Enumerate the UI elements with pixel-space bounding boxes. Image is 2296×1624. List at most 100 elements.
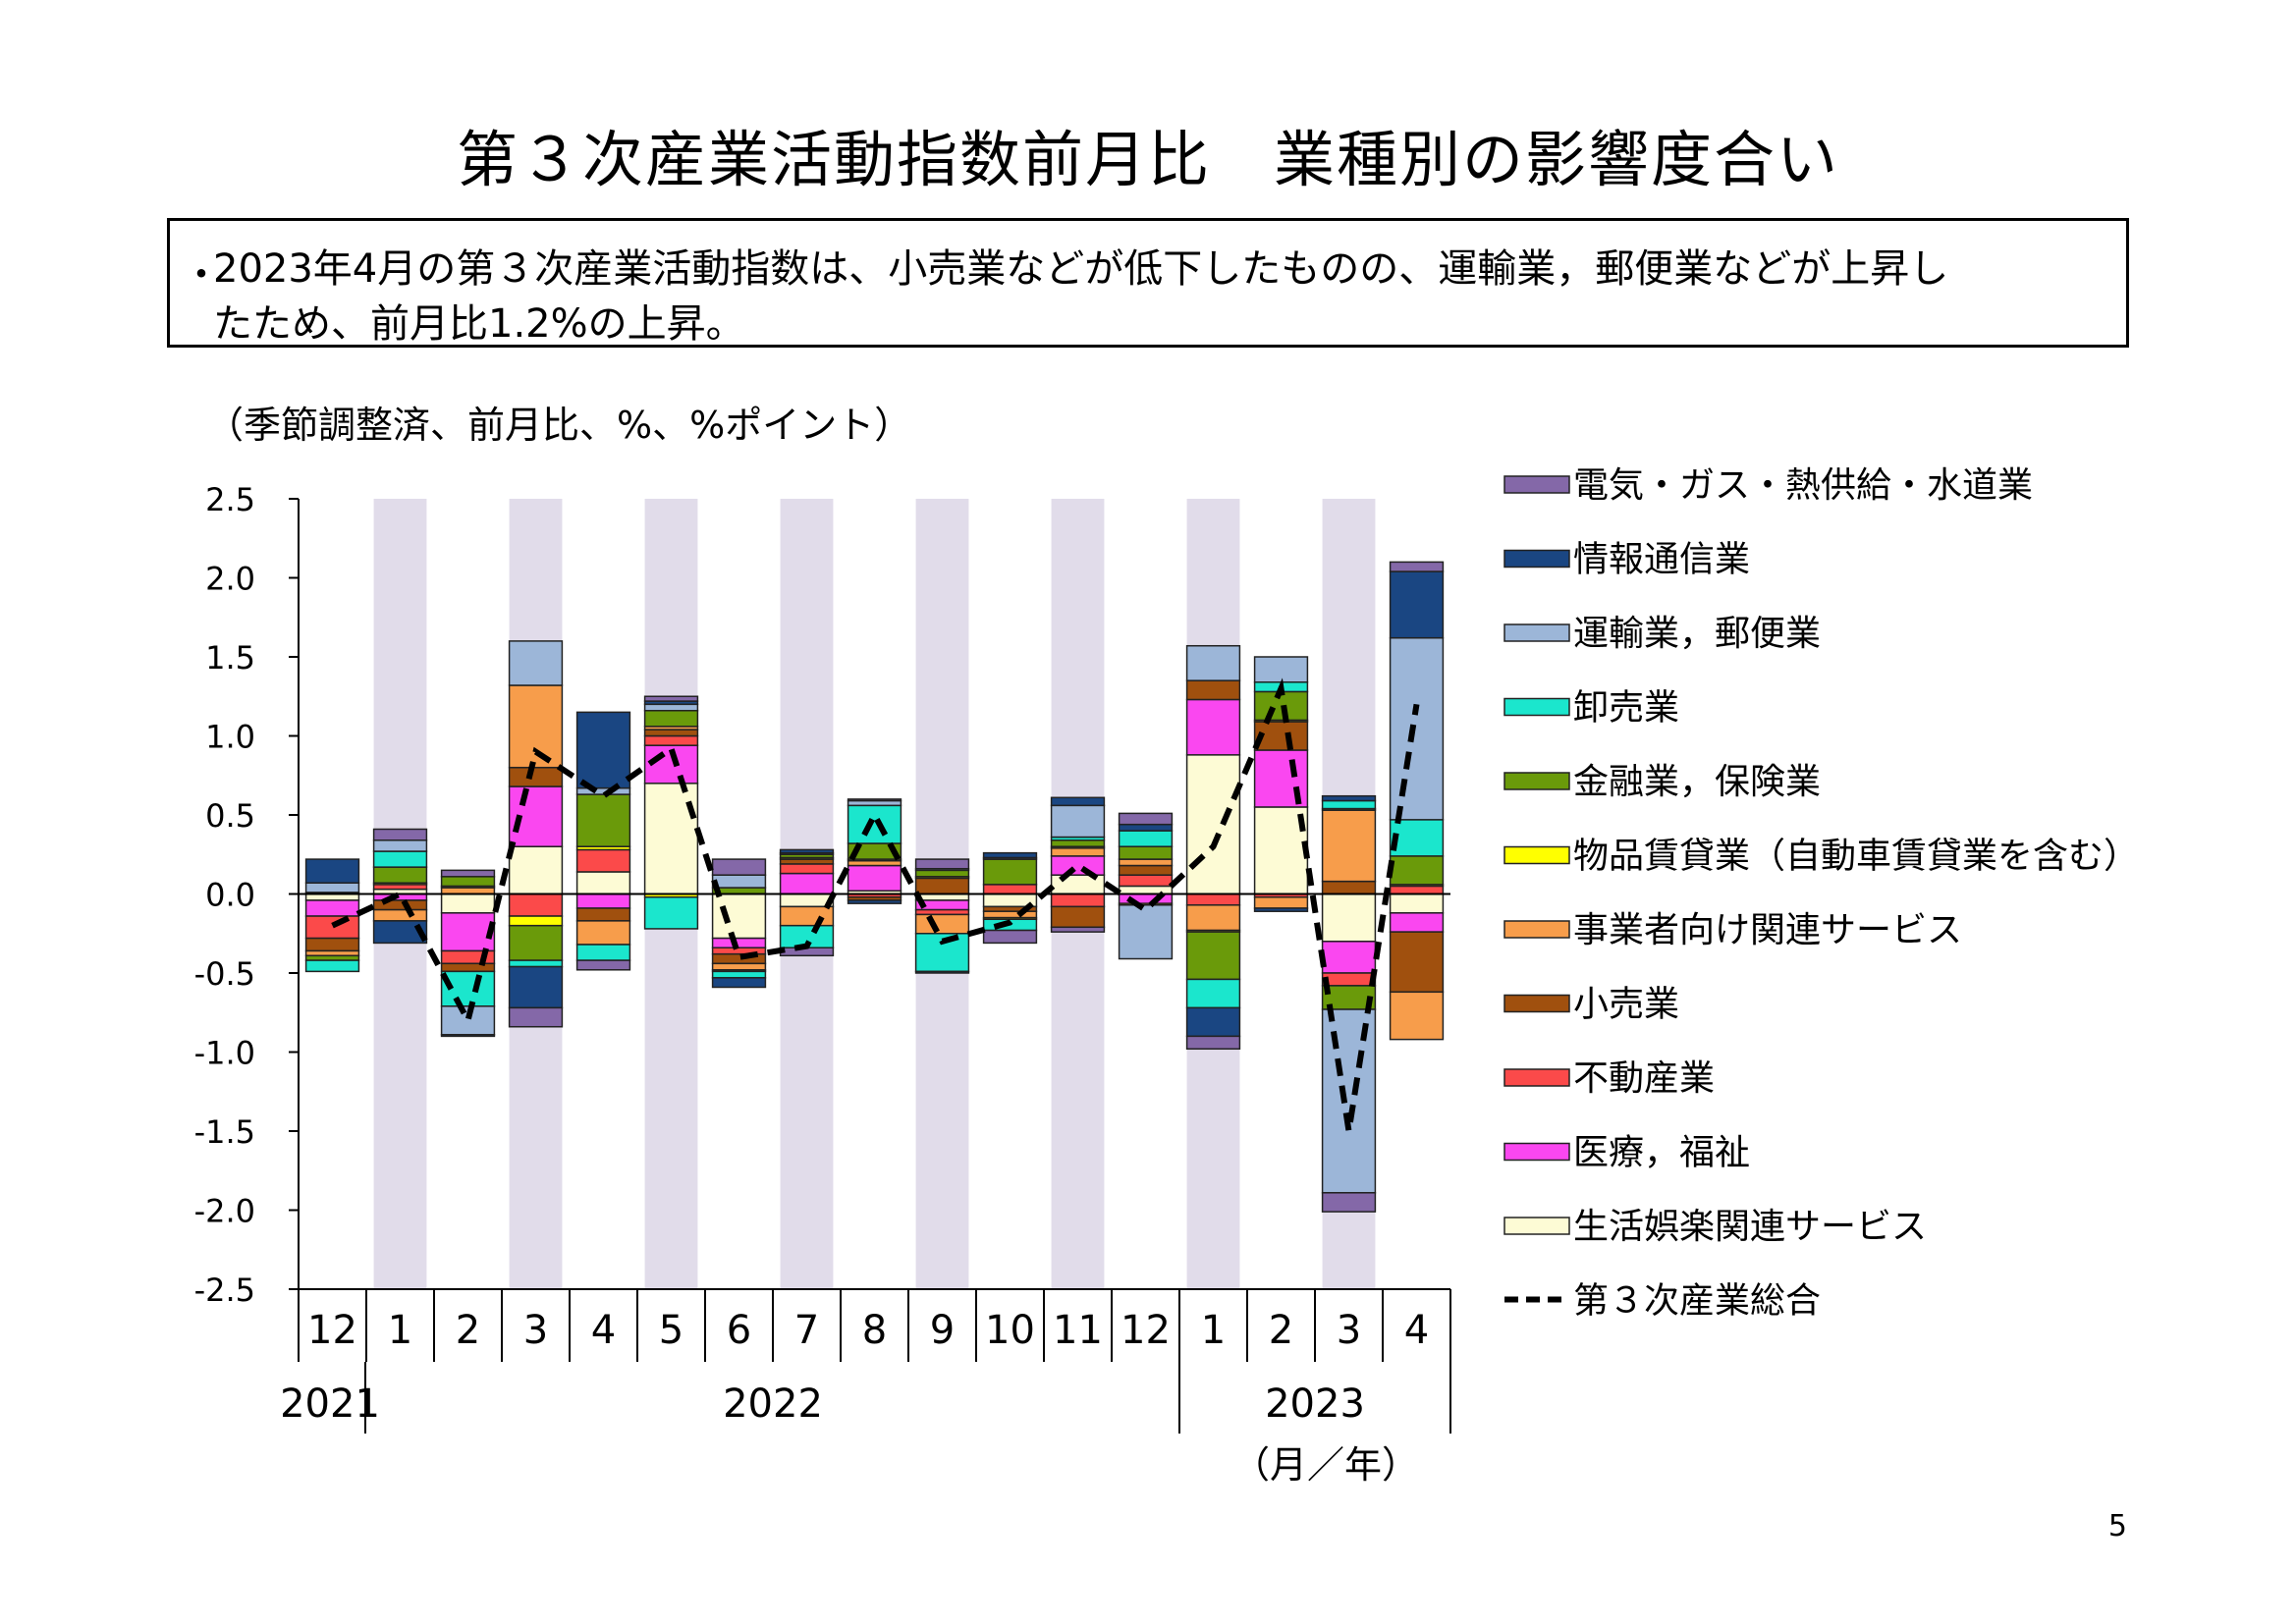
y-tick-label: -0.5	[194, 955, 255, 993]
bar-segment	[1321, 1192, 1377, 1213]
bar-segment	[643, 783, 699, 895]
bar-segment	[1389, 893, 1445, 914]
bar-segment	[1389, 912, 1445, 933]
bar-segment	[508, 915, 564, 927]
legend-label: 生活娯楽関連サービス	[1573, 1207, 1927, 1247]
x-tick-label: 12	[307, 1308, 357, 1353]
bar-segment	[847, 798, 902, 802]
bar-segment	[1321, 880, 1377, 895]
bar-segment	[508, 766, 564, 787]
page-number: 5	[2107, 1509, 2127, 1543]
x-tick-label: 3	[1337, 1308, 1361, 1353]
bar-segment	[914, 877, 970, 895]
legend-label: 電気・ガス・熱供給・水道業	[1573, 465, 2033, 506]
bar-segment	[1118, 864, 1174, 876]
legend-label: 金融業，保険業	[1573, 762, 1821, 802]
bar-segment	[914, 970, 970, 974]
year-label: 2021	[280, 1381, 380, 1427]
bar-segment	[711, 970, 767, 979]
bar-segment	[1185, 904, 1241, 932]
bar-segment	[440, 876, 496, 888]
bar-segment	[1321, 809, 1377, 883]
summary-bullet: ・	[182, 252, 221, 298]
bar-segment	[1050, 804, 1106, 839]
bar-segment	[1185, 1035, 1241, 1051]
bar-segment	[304, 858, 360, 884]
bar-segment	[982, 910, 1038, 919]
bar-segment	[372, 828, 428, 841]
bar-segment	[643, 709, 699, 728]
legend-label: 卸売業	[1573, 688, 1679, 729]
bar-segment	[1321, 794, 1377, 802]
bar-segment	[440, 912, 496, 952]
bar-segment	[1185, 644, 1241, 681]
bar-segment	[508, 965, 564, 1009]
x-tick-label: 2	[1269, 1308, 1293, 1353]
year-label: 2023	[1265, 1381, 1365, 1427]
bar-segment	[575, 848, 631, 873]
total-index-line	[331, 677, 1420, 1132]
legend-label: 小売業	[1573, 985, 1679, 1025]
legend-label: 第３次産業総合	[1573, 1281, 1821, 1322]
bar-segment	[1185, 754, 1241, 895]
bar-segment	[1389, 636, 1445, 821]
bar-segment	[440, 869, 496, 878]
legend-label: 物品賃貸業（自動車賃貸業を含む）	[1573, 837, 2139, 877]
unit-note: （季節調整済、前月比、%、%ポイント）	[206, 404, 911, 447]
bar-segment	[982, 858, 1038, 886]
x-tick-label: 8	[862, 1308, 887, 1353]
y-tick-label: 2.0	[205, 561, 255, 598]
bar-segment	[643, 703, 699, 712]
bar-segment	[1185, 931, 1241, 981]
bar-segment	[1389, 561, 1445, 572]
bar-segment	[575, 711, 631, 789]
bar-segment	[304, 882, 360, 893]
bar-segment	[1185, 1006, 1241, 1038]
bar-segment	[711, 962, 767, 971]
bar-segment	[1321, 941, 1377, 974]
bar-segment	[1050, 796, 1106, 807]
summary-line-2: たため、前月比1.2%の上昇。	[213, 301, 745, 347]
bar-segment	[847, 864, 902, 893]
bar-segment	[643, 734, 699, 746]
bar-segment	[1050, 839, 1106, 847]
y-tick-label: 1.5	[205, 639, 255, 677]
bar-segment	[1118, 885, 1174, 895]
bar-segment	[508, 959, 564, 968]
x-tick-label: 6	[727, 1308, 751, 1353]
legend-label: 医療，福祉	[1573, 1133, 1750, 1173]
y-tick-label: -1.0	[194, 1035, 255, 1072]
bar-segment	[1389, 570, 1445, 639]
legend-swatch	[1503, 475, 1570, 494]
bar-segment	[1118, 823, 1174, 832]
bar-segment	[779, 863, 835, 875]
bar-segment	[372, 866, 428, 884]
legend-label: 運輸業，郵便業	[1573, 614, 1821, 654]
legend-swatch	[1503, 845, 1570, 865]
bar-segment	[1118, 874, 1174, 888]
bar-segment	[914, 869, 970, 878]
summary-box: ・ 2023年4月の第３次産業活動指数は、小売業などが低下したものの、運輸業，郵…	[167, 218, 2129, 348]
legend-swatch	[1503, 623, 1570, 642]
y-tick-label: -2.5	[194, 1272, 255, 1309]
legend-swatch	[1503, 549, 1570, 568]
bar-segment	[1118, 845, 1174, 860]
bar-segment	[372, 839, 428, 852]
bar-segment	[508, 640, 564, 686]
x-tick-label: 12	[1121, 1308, 1171, 1353]
page-title: 第３次産業活動指数前月比 業種別の影響度合い	[456, 124, 1839, 195]
x-tick-label: 11	[1053, 1308, 1103, 1353]
bar-segment	[440, 893, 496, 914]
legend-swatch	[1503, 920, 1570, 939]
y-tick-label: -2.0	[194, 1193, 255, 1230]
bar-segment	[1050, 905, 1106, 929]
x-tick-label: 7	[794, 1308, 819, 1353]
bar-segment	[1321, 893, 1377, 943]
bar-segment	[304, 959, 360, 973]
bar-segment	[711, 874, 767, 889]
bar-segment	[643, 729, 699, 737]
bar-segment	[1118, 858, 1174, 867]
bar-segment	[847, 899, 902, 904]
bar-segment	[1389, 991, 1445, 1041]
bar-segment	[1389, 931, 1445, 994]
